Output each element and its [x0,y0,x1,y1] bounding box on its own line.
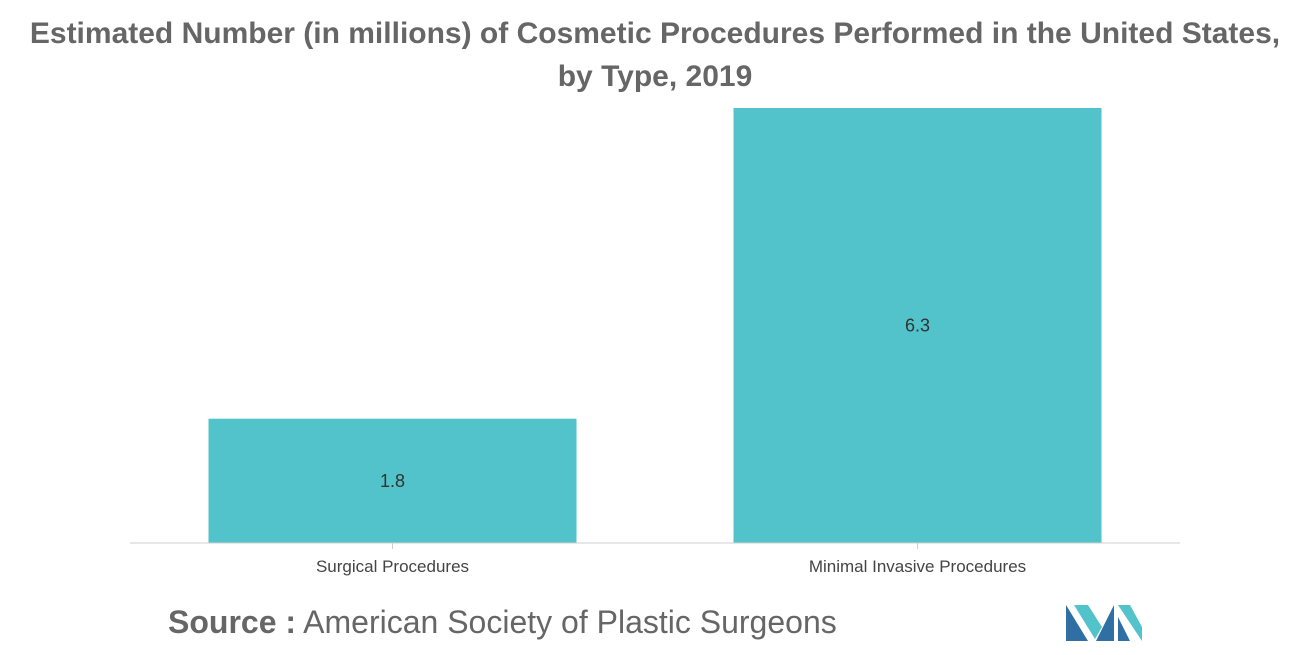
x-tick-label: Minimal Invasive Procedures [809,557,1026,576]
bar-value-label: 6.3 [905,316,930,336]
logo-middle-stroke [1096,605,1114,641]
bar-surgical-procedures [208,418,577,543]
logo-right-stroke [1118,617,1130,641]
bars-layer [208,108,1102,543]
logo-right-accent [1118,605,1142,641]
source-line: Source : American Society of Plastic Sur… [168,604,837,641]
bar-minimal-invasive-procedures [733,108,1102,543]
logo-left-stroke [1066,605,1088,641]
x-tick-label: Surgical Procedures [316,557,469,576]
bar-value-label: 1.8 [380,471,405,491]
x-axis-tick-labels: Surgical Procedures Minimal Invasive Proc… [316,557,1026,576]
source-text: American Society of Plastic Surgeons [303,604,837,640]
mordor-intelligence-logo-icon [1066,605,1142,641]
x-axis-ticks [392,543,918,549]
chart-title: Estimated Number (in millions) of Cosmet… [29,17,1281,93]
source-prefix: Source : [168,604,297,640]
logo-left-accent [1074,605,1102,639]
data-labels: 1.8 6.3 [380,316,930,491]
